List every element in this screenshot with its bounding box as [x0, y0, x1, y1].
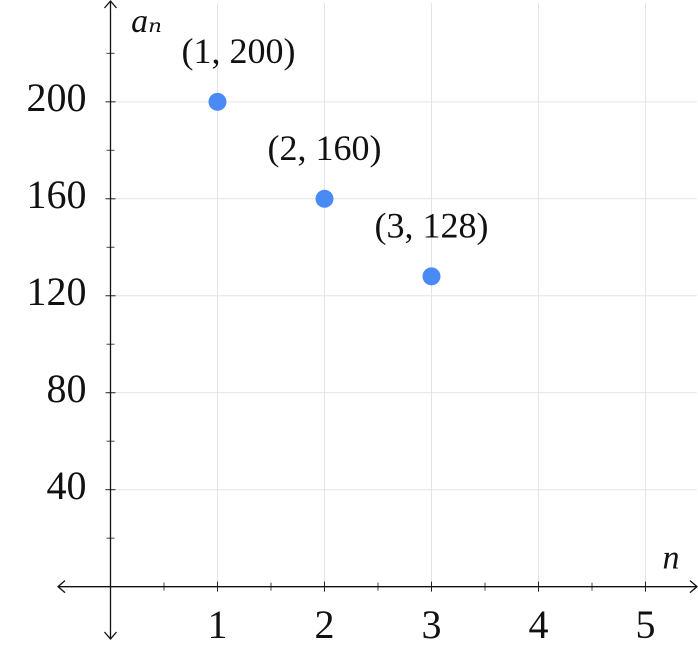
arrow-head: [57, 580, 66, 594]
arrow-head: [689, 580, 698, 594]
point: [208, 92, 227, 111]
x-tick-label: 3: [422, 602, 442, 647]
y-tick-label: 160: [27, 172, 87, 217]
arrow-head: [104, 0, 117, 9]
x-tick-label: 2: [315, 602, 335, 647]
data-label: (1, 200): [182, 31, 296, 71]
y-tick-label: 120: [27, 269, 87, 314]
y-axis-label: aₙ: [131, 3, 162, 40]
y-tick-label: 200: [27, 75, 87, 120]
point: [315, 189, 334, 208]
axes: 1 2 3 4 5 40 80 120 160 200 n aₙ: [27, 0, 698, 647]
grid: [110, 3, 697, 587]
arrow-head: [104, 631, 117, 640]
data-label: (3, 128): [375, 206, 489, 246]
x-tick-label: 5: [636, 602, 656, 647]
x-tick-label: 4: [529, 602, 549, 647]
y-tick-label: 80: [47, 366, 87, 411]
x-tick-label: 1: [208, 602, 228, 647]
point: [422, 267, 441, 286]
y-tick-label: 40: [47, 463, 87, 508]
x-axis-label: n: [663, 539, 680, 576]
data-label: (2, 160): [268, 128, 382, 168]
